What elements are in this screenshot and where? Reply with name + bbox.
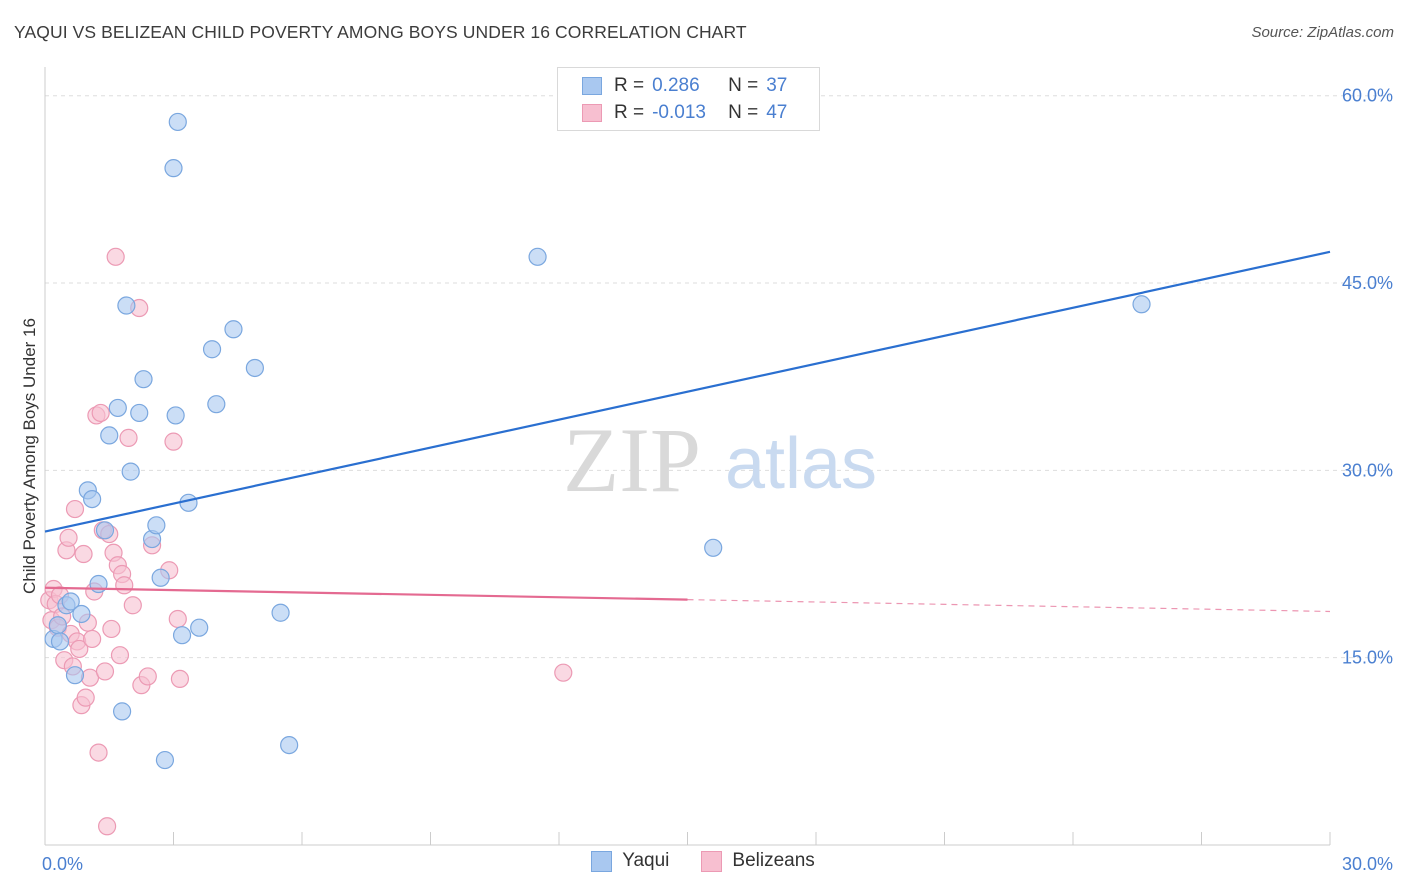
belizeans-point: [123, 596, 142, 615]
yaqui-point: [202, 340, 222, 359]
belizeans-legend-swatch: [701, 850, 723, 872]
yaqui-point: [61, 592, 80, 611]
yaqui-point: [95, 521, 115, 540]
n-label: N =: [728, 75, 759, 96]
legend-row-belizeans: R = -0.013 N = 47: [582, 101, 787, 125]
belizeans-point: [554, 663, 573, 682]
yaqui-point: [100, 426, 119, 445]
yaqui-swatch: [582, 77, 602, 95]
belizeans-point: [98, 817, 117, 836]
yaqui-point: [130, 403, 149, 423]
yaqui-point: [117, 296, 136, 315]
belizeans-point: [168, 609, 187, 629]
yaqui-point: [168, 112, 187, 132]
belizeans-n-value: 47: [766, 102, 788, 123]
correlation-legend: R = 0.286 N = 37 R = -0.013 N = 47: [557, 67, 820, 131]
belizeans-legend-label: Belizeans: [732, 850, 815, 871]
gridlines: [45, 95, 1390, 659]
y-tick-label: 15.0%: [1342, 648, 1393, 668]
belizeans-point: [70, 639, 89, 659]
yaqui-legend-label: Yaqui: [622, 850, 670, 871]
belizeans-point: [115, 576, 134, 595]
legend-item-yaqui: Yaqui: [591, 850, 669, 872]
belizeans-point: [91, 403, 110, 423]
chart-title: YAQUI VS BELIZEAN CHILD POVERTY AMONG BO…: [14, 22, 747, 42]
yaqui-point: [224, 320, 243, 339]
yaqui-r-value: 0.286: [652, 75, 700, 96]
y-tick-label: 30.0%: [1342, 460, 1393, 480]
yaqui-point: [172, 626, 192, 645]
belizeans-point: [164, 432, 183, 451]
belizeans-point: [83, 629, 102, 649]
yaqui-point: [50, 632, 70, 651]
yaqui-point: [147, 516, 166, 535]
yaqui-trend-line: [44, 250, 1331, 533]
yaqui-point: [271, 603, 290, 622]
yaqui-point: [108, 398, 127, 418]
yaqui-point: [207, 395, 226, 414]
yaqui-point: [72, 604, 91, 624]
r-label: R =: [614, 102, 645, 123]
yaqui-point: [179, 493, 198, 512]
belizeans-point: [138, 667, 157, 686]
belizeans-point: [106, 247, 125, 266]
belizeans-point: [170, 669, 190, 689]
yaqui-point: [134, 370, 153, 389]
belizeans-trend-line-extension: [687, 599, 1331, 613]
yaqui-point: [528, 247, 547, 266]
belizeans-points: [40, 247, 573, 836]
yaqui-point: [151, 568, 170, 587]
yaqui-point: [121, 462, 140, 481]
belizeans-point: [89, 743, 108, 762]
yaqui-point: [704, 538, 723, 557]
yaqui-point: [83, 489, 102, 509]
yaqui-point: [280, 735, 299, 755]
watermark: ZIP atlas: [563, 409, 877, 511]
r-label: R =: [614, 75, 645, 96]
legend-item-belizeans: Belizeans: [701, 850, 815, 872]
yaqui-legend-swatch: [591, 850, 613, 872]
x-tick-label-max: 30.0%: [1342, 854, 1393, 874]
belizeans-point: [95, 662, 115, 681]
yaqui-point: [48, 616, 67, 635]
yaqui-point: [155, 750, 175, 770]
belizeans-swatch: [582, 104, 602, 122]
belizeans-point: [76, 688, 95, 707]
x-tick-label-min: 0.0%: [42, 854, 83, 874]
yaqui-point: [112, 702, 132, 721]
belizeans-point: [110, 646, 130, 665]
y-tick-label: 45.0%: [1342, 273, 1393, 293]
belizeans-point: [65, 499, 85, 519]
belizeans-point: [74, 544, 93, 564]
axes: [44, 67, 1331, 846]
yaqui-n-value: 37: [766, 75, 788, 96]
y-tick-label: 60.0%: [1342, 86, 1393, 106]
belizeans-trend-line: [44, 586, 688, 601]
yaqui-point: [65, 666, 85, 685]
tick-labels: 15.0% 30.0% 45.0% 60.0% 0.0% 30.0%: [42, 86, 1393, 874]
series-legend: Yaqui Belizeans: [0, 850, 1406, 872]
watermark-zip: ZIP: [563, 409, 701, 511]
yaqui-points: [44, 112, 1151, 770]
yaqui-point: [166, 406, 185, 425]
belizeans-point: [102, 619, 121, 639]
yaqui-point: [1132, 295, 1151, 314]
yaqui-point: [245, 358, 264, 378]
source-label: Source: ZipAtlas.com: [1251, 24, 1394, 41]
yaqui-point: [190, 618, 209, 637]
belizeans-r-value: -0.013: [652, 102, 706, 123]
belizeans-point: [59, 528, 78, 547]
yaqui-point: [164, 159, 183, 178]
legend-row-yaqui: R = 0.286 N = 37: [582, 74, 787, 98]
y-axis-label: Child Poverty Among Boys Under 16: [20, 318, 39, 594]
n-label: N =: [728, 102, 759, 123]
trend-lines: [44, 250, 1331, 613]
yaqui-point: [89, 574, 108, 594]
belizeans-point: [119, 428, 138, 447]
watermark-atlas: atlas: [725, 424, 877, 504]
